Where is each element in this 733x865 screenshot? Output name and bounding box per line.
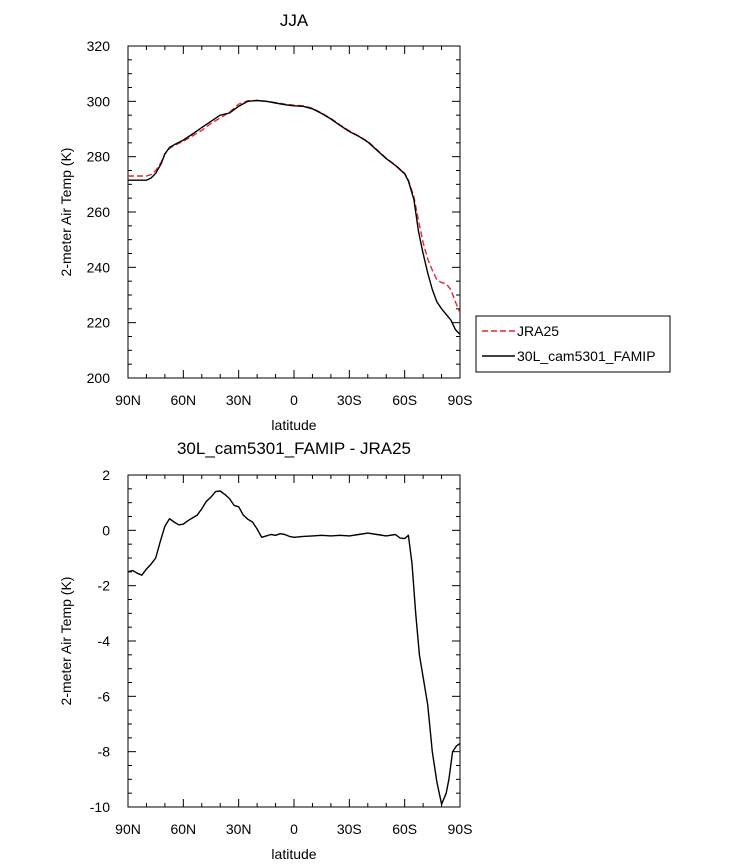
y-tick-label: 200 bbox=[87, 370, 111, 386]
series-line-difference bbox=[127, 490, 461, 805]
x-tick-label: 30S bbox=[337, 392, 362, 408]
series-group bbox=[127, 490, 461, 805]
y-tick-label: -2 bbox=[98, 578, 111, 594]
y-tick-label: 320 bbox=[87, 38, 111, 54]
y-tick-label: 220 bbox=[87, 315, 111, 331]
series-line-jra25 bbox=[128, 99, 461, 314]
x-axis-label: latitude bbox=[271, 846, 316, 862]
x-tick-label: 60S bbox=[392, 392, 417, 408]
x-axis: 90N 60N 30N 0 30S 60S 90S bbox=[115, 46, 472, 408]
y-tick-label: -6 bbox=[98, 688, 111, 704]
x-axis: 90N 60N 30N 0 30S 60S 90S bbox=[115, 475, 472, 837]
x-tick-label: 30S bbox=[337, 821, 362, 837]
x-tick-label: 30N bbox=[226, 392, 252, 408]
series-group bbox=[128, 99, 461, 335]
y-tick-label: 260 bbox=[87, 204, 111, 220]
x-tick-label: 60N bbox=[170, 392, 196, 408]
y-axis: -10 -8 -6 -4 -2 0 2 bbox=[90, 467, 460, 815]
x-tick-label: 60N bbox=[170, 821, 196, 837]
x-tick-label: 90N bbox=[115, 392, 141, 408]
y-tick-label: 240 bbox=[87, 259, 111, 275]
x-tick-label: 90N bbox=[115, 821, 141, 837]
y-axis-label: 2-meter Air Temp (K) bbox=[58, 148, 74, 277]
panel-title: 30L_cam5301_FAMIP - JRA25 bbox=[177, 439, 411, 458]
panel-title: JJA bbox=[280, 11, 309, 30]
legend-label-jra25: JRA25 bbox=[517, 323, 559, 339]
y-tick-label: -10 bbox=[90, 799, 110, 815]
y-tick-label: 2 bbox=[102, 467, 110, 483]
x-tick-label: 0 bbox=[290, 392, 298, 408]
x-tick-label: 60S bbox=[392, 821, 417, 837]
x-tick-label: 90S bbox=[448, 821, 473, 837]
series-line-30l-cam5301-famip bbox=[128, 99, 461, 335]
difference-panel: 30L_cam5301_FAMIP - JRA25 90N 60N 30N 0 30S 6… bbox=[58, 439, 472, 862]
plot-frame bbox=[127, 45, 461, 379]
y-tick-label: -8 bbox=[98, 744, 111, 760]
legend: JRA25 30L_cam5301_FAMIP bbox=[475, 315, 671, 373]
legend-label-cam: 30L_cam5301_FAMIP bbox=[517, 348, 656, 364]
x-tick-label: 90S bbox=[448, 392, 473, 408]
y-tick-label: 300 bbox=[87, 93, 111, 109]
x-tick-label: 30N bbox=[226, 821, 252, 837]
temperature-panel: JJA 90N 60N 30N 0 30S 60S 90S 200 220 240 260 280 3… bbox=[58, 11, 472, 433]
x-axis-label: latitude bbox=[271, 417, 316, 433]
y-axis-label: 2-meter Air Temp (K) bbox=[58, 577, 74, 706]
y-tick-label: 280 bbox=[87, 149, 111, 165]
y-axis: 200 220 240 260 280 300 320 bbox=[87, 38, 460, 386]
legend-box bbox=[475, 315, 671, 373]
y-tick-label: 0 bbox=[102, 522, 110, 538]
x-tick-label: 0 bbox=[290, 821, 298, 837]
y-tick-label: -4 bbox=[98, 633, 111, 649]
